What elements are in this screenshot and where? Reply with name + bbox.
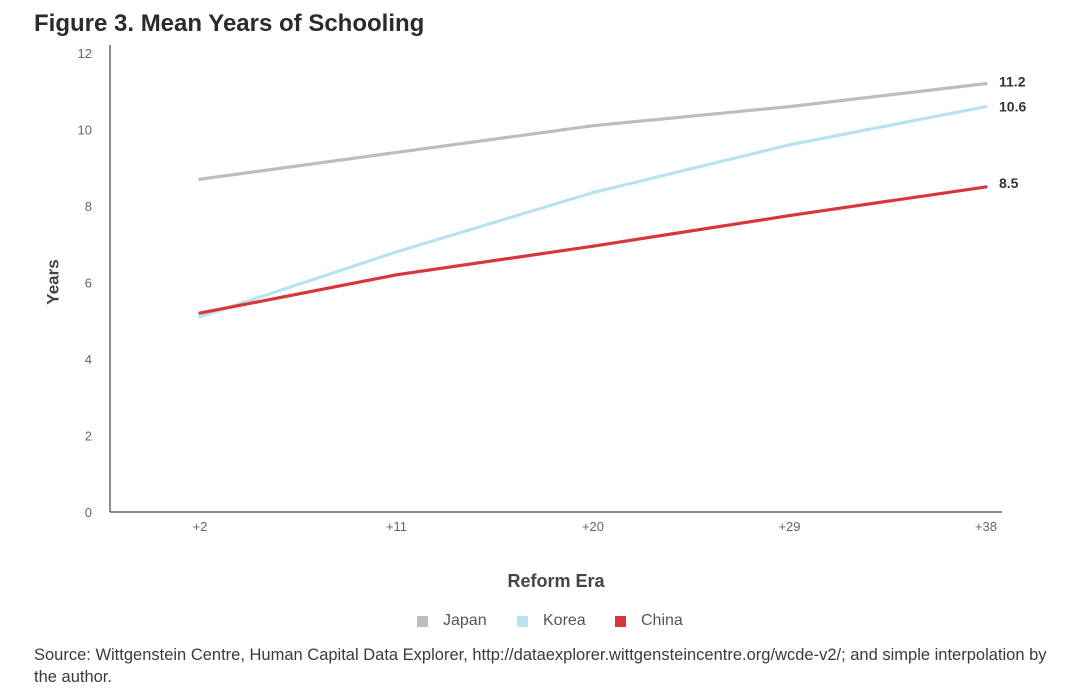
legend-item-japan: Japan [417,612,487,630]
data-point-korea [198,315,202,319]
data-point-china [591,244,595,248]
legend-swatch-japan [417,615,428,627]
data-point-korea [984,104,988,109]
legend-label-china: China [641,612,683,629]
data-point-japan [198,177,202,181]
y-axis: 0 2 4 6 8 10 12 [78,45,111,520]
data-point-china [787,213,792,218]
series-layer [198,81,988,319]
y-axis-title: Years [43,259,62,304]
data-point-china [984,185,988,189]
legend-item-korea: Korea [517,612,586,630]
data-point-japan [984,82,988,86]
x-tick-label: +20 [582,519,604,534]
y-tick-label: 4 [85,352,92,367]
line-chart: 0 2 4 6 8 10 12 +2 +11 +20 +29 +38 11.2 10.6 8.5 Yea… [43,45,1026,591]
y-tick-label: 6 [85,276,92,291]
y-tick-label: 0 [85,505,92,520]
y-tick-label: 2 [85,429,92,444]
end-labels: 11.2 10.6 8.5 [999,74,1026,191]
y-tick-label: 12 [78,46,92,61]
data-point-korea [787,143,792,147]
series-line-china [198,185,988,315]
x-axis-title: Reform Era [507,571,605,591]
end-label-korea: 10.6 [999,99,1026,115]
legend-swatch-korea [517,615,528,627]
legend-label-korea: Korea [543,612,586,629]
end-label-china: 8.5 [999,175,1019,191]
x-tick-label: +29 [778,519,800,534]
legend-swatch-china [615,615,626,627]
data-point-korea [394,250,399,254]
series-line-korea [198,104,988,319]
legend-label-japan: Japan [443,612,487,629]
chart-title: Figure 3. Mean Years of Schooling [34,10,425,37]
y-tick-label: 10 [78,123,92,138]
series-line-japan [198,81,988,181]
data-point-china [394,273,399,277]
legend-item-china: China [615,612,683,630]
y-tick-label: 8 [85,199,92,214]
x-axis: +2 +11 +20 +29 +38 [110,511,1002,534]
x-tick-label: +11 [386,519,407,534]
data-point-korea [591,191,595,195]
data-point-china [198,311,202,315]
source-note: Source: Wittgenstein Centre, Human Capit… [34,646,1047,686]
x-tick-label: +2 [193,519,208,534]
data-point-japan [394,150,399,155]
end-label-japan: 11.2 [999,74,1026,90]
data-point-japan [787,104,792,109]
data-point-japan [591,124,595,128]
x-tick-label: +38 [975,519,997,534]
legend: Japan Korea China [0,612,1080,636]
